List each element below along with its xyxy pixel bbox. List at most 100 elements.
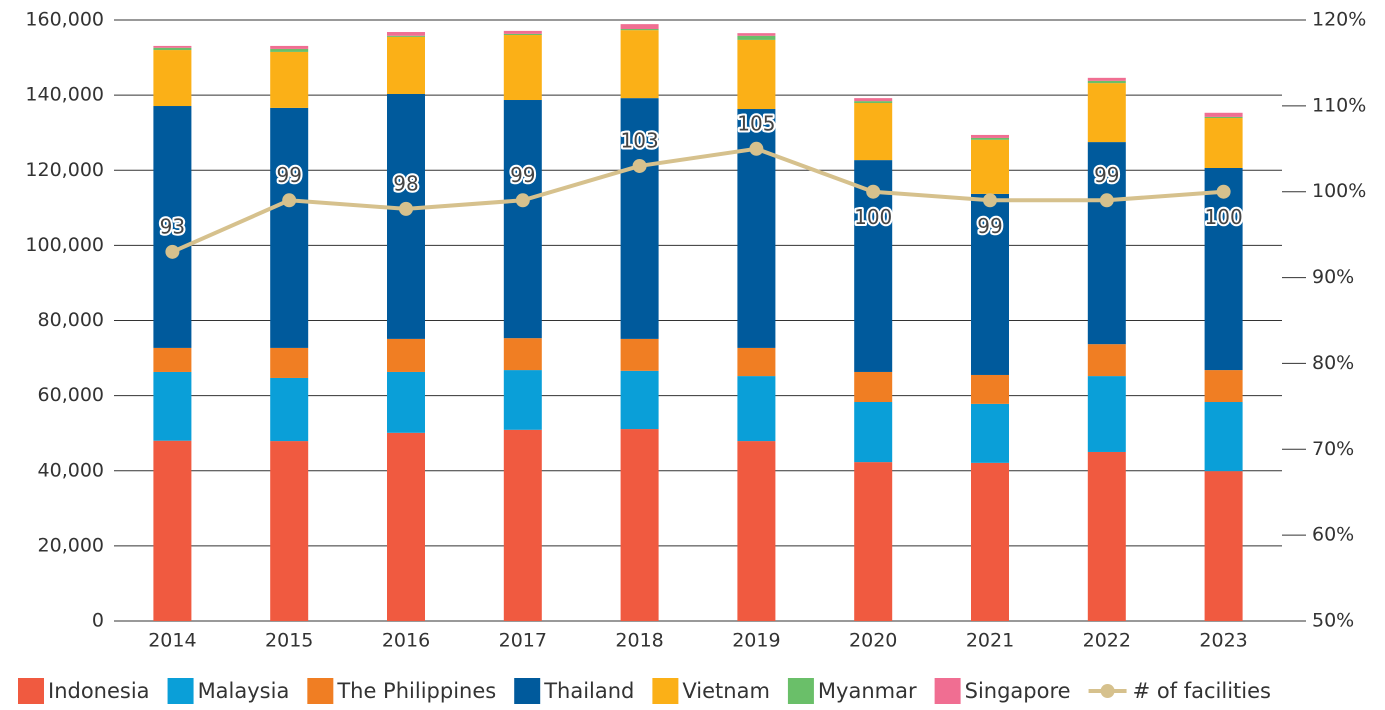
- legend-label: Thailand: [543, 679, 634, 703]
- y-tick-label: 120,000: [25, 159, 104, 181]
- y-tick-label: 40,000: [38, 459, 104, 481]
- legend-label: Singapore: [965, 679, 1071, 703]
- y2-tick-label: 50%: [1312, 610, 1354, 632]
- bar-segment: [854, 98, 893, 102]
- bar-segment: [503, 35, 542, 101]
- y-tick-label: 160,000: [25, 9, 104, 31]
- bar-segment: [387, 338, 425, 372]
- bar-segment: [971, 134, 1009, 138]
- bar-segment: [737, 35, 776, 40]
- y-tick-label: 20,000: [38, 534, 104, 556]
- bar-segment: [153, 47, 192, 51]
- bar-segment: [1204, 118, 1243, 168]
- bar-segment: [270, 107, 309, 348]
- data-label: 99: [977, 214, 1002, 238]
- legend-swatch: [514, 678, 541, 704]
- bar-segment: [854, 371, 893, 403]
- bar-segment: [503, 338, 542, 371]
- bar-segment: [1204, 370, 1243, 403]
- legend-swatch: [787, 678, 814, 704]
- line-point: [1099, 193, 1114, 208]
- bar-segment: [387, 371, 425, 433]
- bar-segment: [270, 48, 309, 52]
- bar-segment: [737, 33, 776, 36]
- bar-segment: [1087, 142, 1126, 345]
- y2-tick-label: 60%: [1312, 524, 1354, 546]
- bar-segment: [737, 39, 776, 110]
- legend-swatch: [652, 678, 679, 704]
- y2-tick-label: 110%: [1312, 94, 1366, 116]
- bar-segment: [620, 98, 659, 339]
- line-point: [983, 193, 997, 208]
- bar-segment: [153, 50, 192, 107]
- bar-segment: [503, 33, 542, 36]
- legend-label: Malaysia: [198, 679, 290, 703]
- bar-segment: [620, 29, 659, 31]
- legend-swatch: [167, 678, 194, 704]
- y2-tick-label: 120%: [1312, 9, 1366, 31]
- line-point: [399, 201, 413, 216]
- data-label: 99: [510, 163, 535, 187]
- legend-label: Vietnam: [682, 679, 770, 703]
- bar-segment: [854, 103, 893, 161]
- bar-segment: [971, 374, 1009, 404]
- y2-tick-label: 70%: [1312, 438, 1354, 460]
- data-label: 105: [737, 111, 775, 135]
- x-tick-label: 2019: [732, 630, 780, 652]
- bar-segment: [737, 376, 776, 442]
- line-point: [866, 184, 881, 199]
- bar-segment: [153, 45, 192, 48]
- bar-segment: [1204, 471, 1243, 621]
- bar-segment: [503, 30, 542, 34]
- line-point: [749, 141, 764, 156]
- y2-tick-label: 100%: [1312, 180, 1366, 202]
- x-tick-label: 2022: [1083, 630, 1131, 652]
- bar-segment: [153, 347, 192, 372]
- y2-tick-label: 80%: [1312, 352, 1354, 374]
- bar-segment: [153, 371, 192, 441]
- bar-segment: [270, 377, 309, 442]
- y2-tick-label: 90%: [1312, 266, 1354, 288]
- bar-segment: [270, 347, 309, 378]
- bar-segment: [737, 347, 776, 377]
- bar-segment: [620, 429, 659, 621]
- bar-segment: [1087, 344, 1126, 377]
- legend-label: The Philippines: [336, 679, 496, 703]
- data-label: 99: [276, 163, 301, 187]
- bar-segment: [737, 441, 776, 621]
- bar-segment: [854, 101, 893, 104]
- bar-segment: [1204, 112, 1243, 117]
- bar-segment: [620, 370, 659, 430]
- bar-segment: [153, 106, 192, 348]
- bar-segment: [387, 432, 425, 621]
- bar-segment: [270, 441, 309, 621]
- bar-segment: [387, 93, 425, 339]
- y-tick-label: 60,000: [38, 384, 104, 406]
- x-tick-label: 2023: [1199, 630, 1247, 652]
- bar-segment: [971, 139, 1009, 194]
- bar-segment: [270, 45, 309, 49]
- bar-segment: [971, 462, 1009, 621]
- bar-segment: [1204, 402, 1243, 472]
- legend-label: Myanmar: [818, 679, 917, 703]
- legend-label: Indonesia: [48, 679, 150, 703]
- bar-segment: [1204, 167, 1243, 371]
- bar-segment: [387, 32, 425, 36]
- data-label: 98: [393, 171, 418, 195]
- legend-marker: [1100, 684, 1115, 698]
- bar-segment: [854, 402, 893, 463]
- line-point: [632, 158, 647, 173]
- bar-segment: [971, 137, 1009, 140]
- data-label: 93: [160, 214, 185, 238]
- bar-segment: [153, 440, 192, 621]
- x-tick-label: 2014: [148, 630, 196, 652]
- line-point: [282, 193, 297, 208]
- line-point: [515, 193, 530, 208]
- legend-label: # of facilities: [1133, 679, 1271, 703]
- bar-segment: [503, 370, 542, 430]
- bar-segment: [1087, 451, 1126, 621]
- bar-segment: [971, 193, 1009, 375]
- line-series: [171, 146, 1224, 254]
- bar-segment: [270, 51, 309, 108]
